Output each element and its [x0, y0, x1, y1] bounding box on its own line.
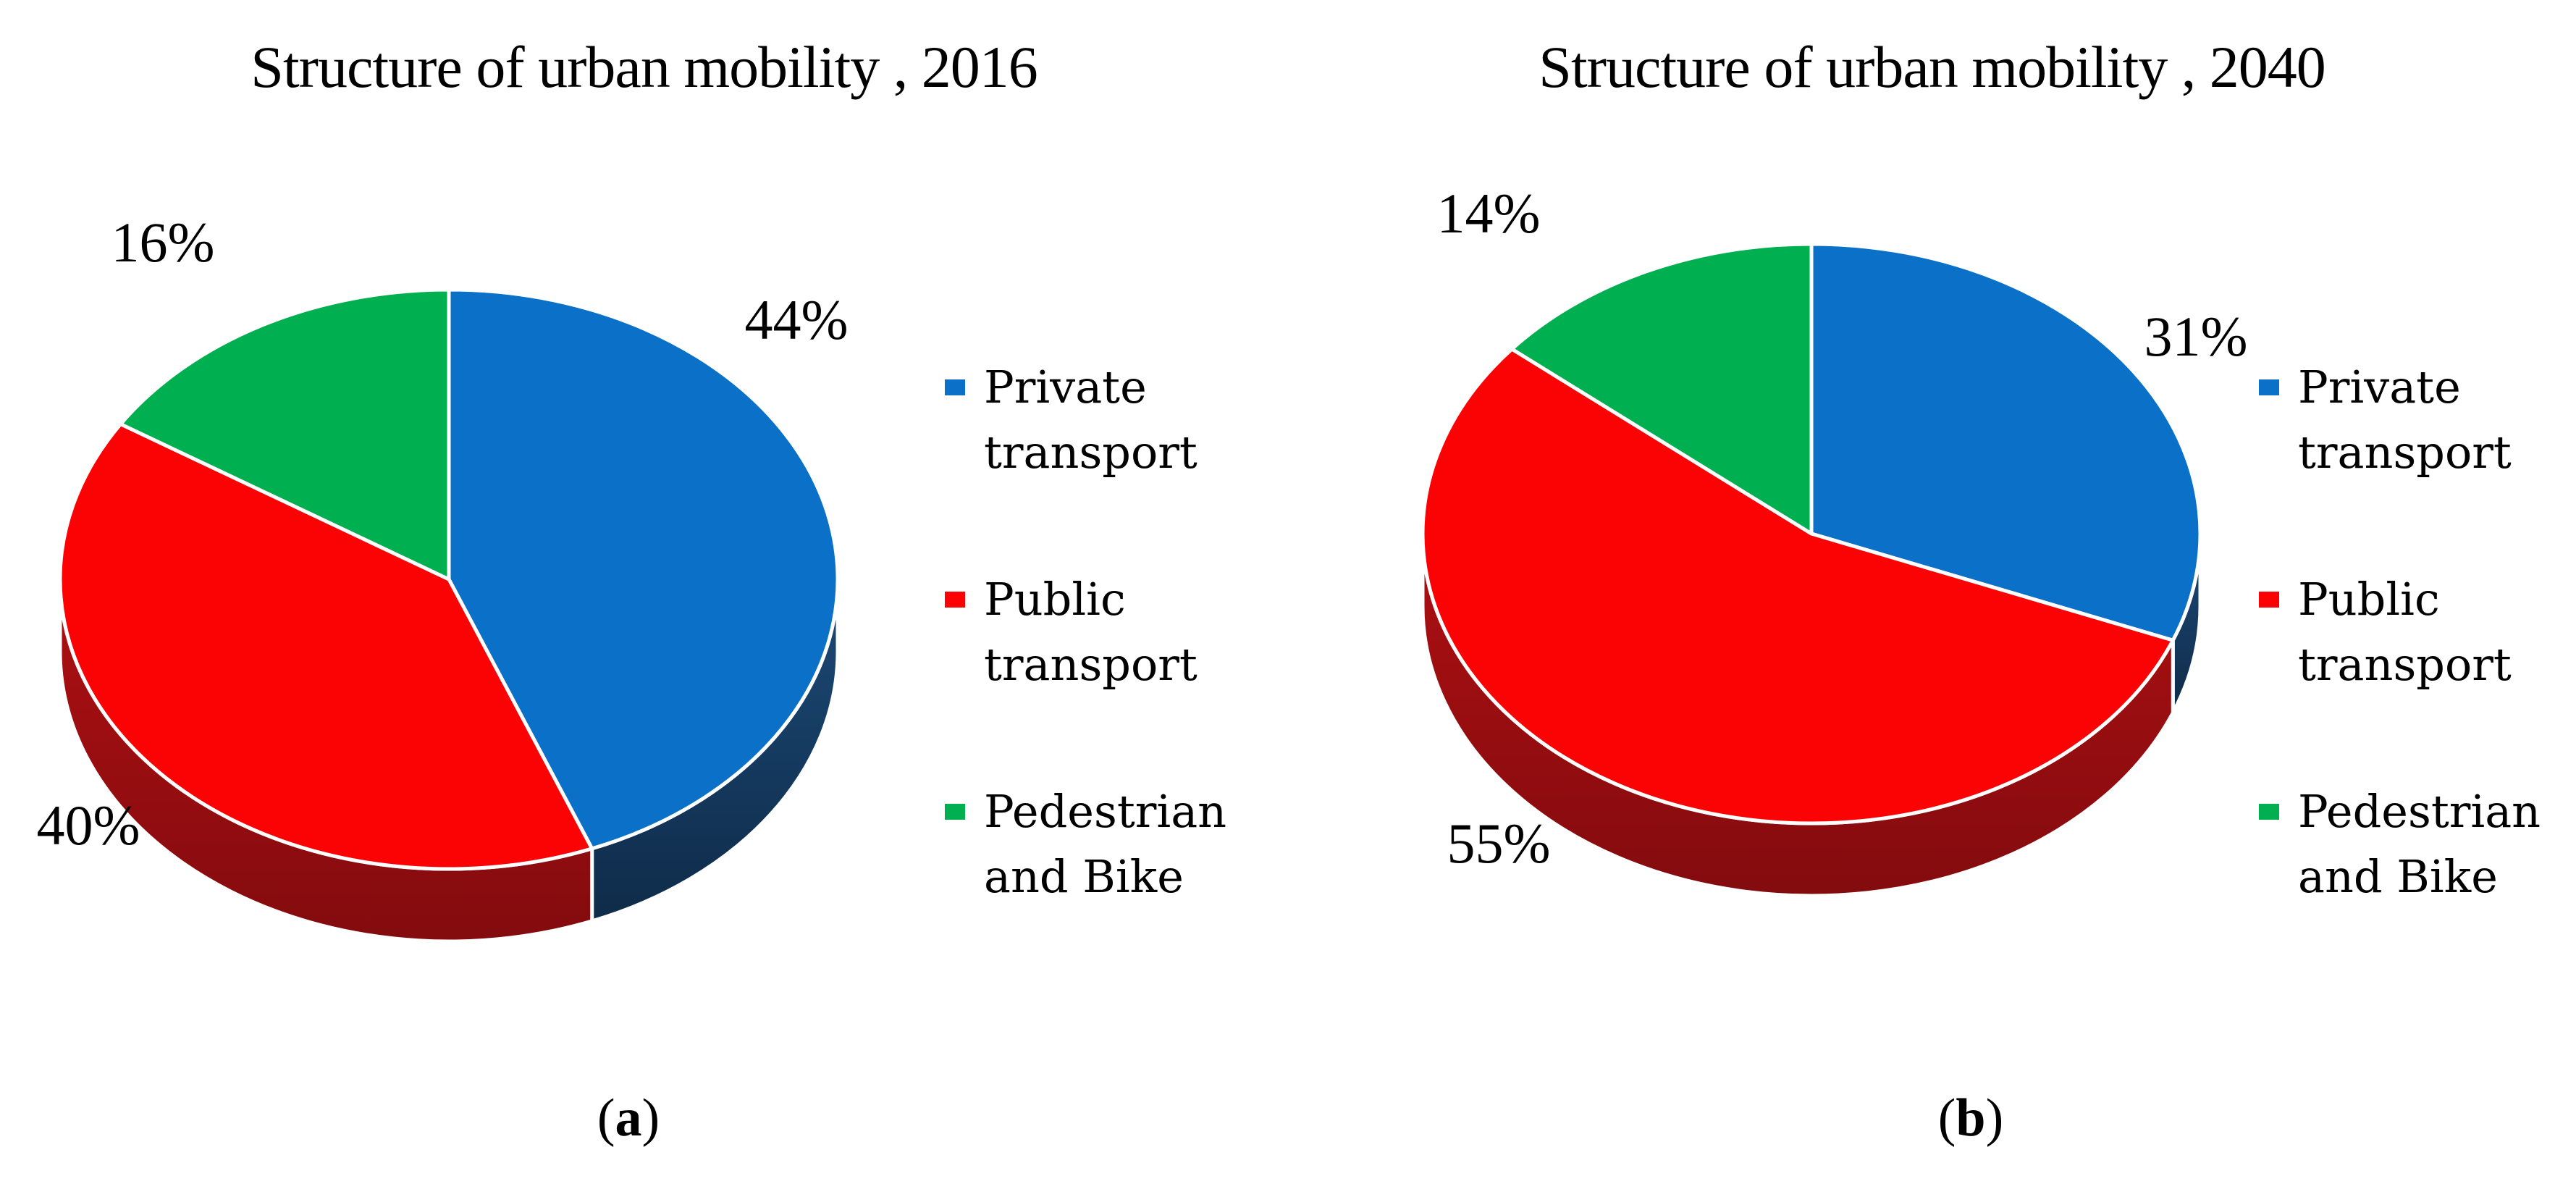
- pie-slice-private-transport: [1809, 242, 2202, 642]
- data-label-private-2040: 31%: [2144, 305, 2248, 368]
- data-label-pedestrian-2016: 16%: [111, 211, 215, 274]
- pie-slice-public-transport: [1420, 347, 2175, 826]
- legend-label-line: and Bike: [2298, 850, 2498, 903]
- legend-label-public-transport: Public transport: [984, 567, 1197, 697]
- legend-label-line: transport: [984, 638, 1197, 691]
- caption-paren: ): [1985, 1088, 2004, 1148]
- pie-chart-2040: [1420, 242, 2202, 898]
- caption-letter: a: [615, 1088, 642, 1148]
- legend-label-private-transport: Private transport: [984, 355, 1197, 485]
- chart-title-2016: Structure of urban mobility , 2016: [251, 34, 1038, 100]
- pie-chart-2016: [58, 287, 840, 944]
- legend-label-line: Pedestrian: [984, 785, 1227, 838]
- pie-slice-private-transport: [447, 287, 840, 851]
- legend-label-line: Public: [2298, 573, 2440, 626]
- caption-letter: b: [1956, 1088, 1986, 1148]
- legend-label-pedestrian-and-bike: Pedestrian and Bike: [984, 779, 1226, 910]
- legend-item-public-transport: Public transport: [2259, 567, 2541, 697]
- legend-item-pedestrian-and-bike: Pedestrian and Bike: [945, 779, 1226, 910]
- legend-label-line: transport: [2298, 426, 2512, 479]
- pie-slice-pedestrian-and-bike: [1510, 242, 1814, 536]
- legend-marker-pedestrian-and-bike: [945, 804, 965, 820]
- pie-slice-public-transport: [58, 422, 594, 871]
- data-label-public-2016: 40%: [36, 794, 140, 857]
- legend-label-line: transport: [984, 426, 1197, 479]
- legend-marker-pedestrian-and-bike: [2259, 804, 2279, 820]
- caption-paren: (: [1937, 1088, 1956, 1148]
- data-label-pedestrian-2040: 14%: [1436, 182, 1541, 245]
- legend-label-line: Pedestrian: [2298, 785, 2541, 838]
- data-label-public-2040: 55%: [1447, 812, 1551, 875]
- data-label-private-2016: 44%: [744, 288, 849, 351]
- legend-2016: Private transport Public transport Pedes…: [945, 355, 1226, 991]
- chart-title-2040: Structure of urban mobility , 2040: [1539, 34, 2326, 100]
- legend-label-line: Private: [984, 361, 1147, 413]
- caption-b: (b): [1938, 1088, 2003, 1149]
- legend-label-public-transport: Public transport: [2298, 567, 2512, 697]
- legend-marker-private-transport: [2259, 379, 2279, 395]
- legend-label-private-transport: Private transport: [2298, 355, 2512, 485]
- legend-2040: Private transport Public transport Pedes…: [2259, 355, 2541, 991]
- legend-item-pedestrian-and-bike: Pedestrian and Bike: [2259, 779, 2541, 910]
- legend-item-private-transport: Private transport: [2259, 355, 2541, 485]
- caption-paren: ): [641, 1088, 660, 1148]
- caption-paren: (: [597, 1088, 615, 1148]
- legend-item-public-transport: Public transport: [945, 567, 1226, 697]
- legend-label-line: and Bike: [984, 850, 1184, 903]
- caption-a: (a): [597, 1088, 660, 1149]
- legend-marker-public-transport: [945, 592, 965, 608]
- pie-slice-pedestrian-and-bike: [119, 287, 451, 581]
- legend-label-pedestrian-and-bike: Pedestrian and Bike: [2298, 779, 2541, 910]
- legend-item-private-transport: Private transport: [945, 355, 1226, 485]
- legend-label-line: transport: [2298, 638, 2512, 691]
- panel-2016: Structure of urban mobility , 2016 16% 4…: [36, 34, 1227, 1149]
- legend-marker-public-transport: [2259, 592, 2279, 608]
- legend-label-line: Private: [2298, 361, 2461, 413]
- legend-label-line: Public: [984, 573, 1126, 626]
- legend-marker-private-transport: [945, 379, 965, 395]
- panel-2040: Structure of urban mobility , 2040 14% 3…: [1288, 0, 2576, 1197]
